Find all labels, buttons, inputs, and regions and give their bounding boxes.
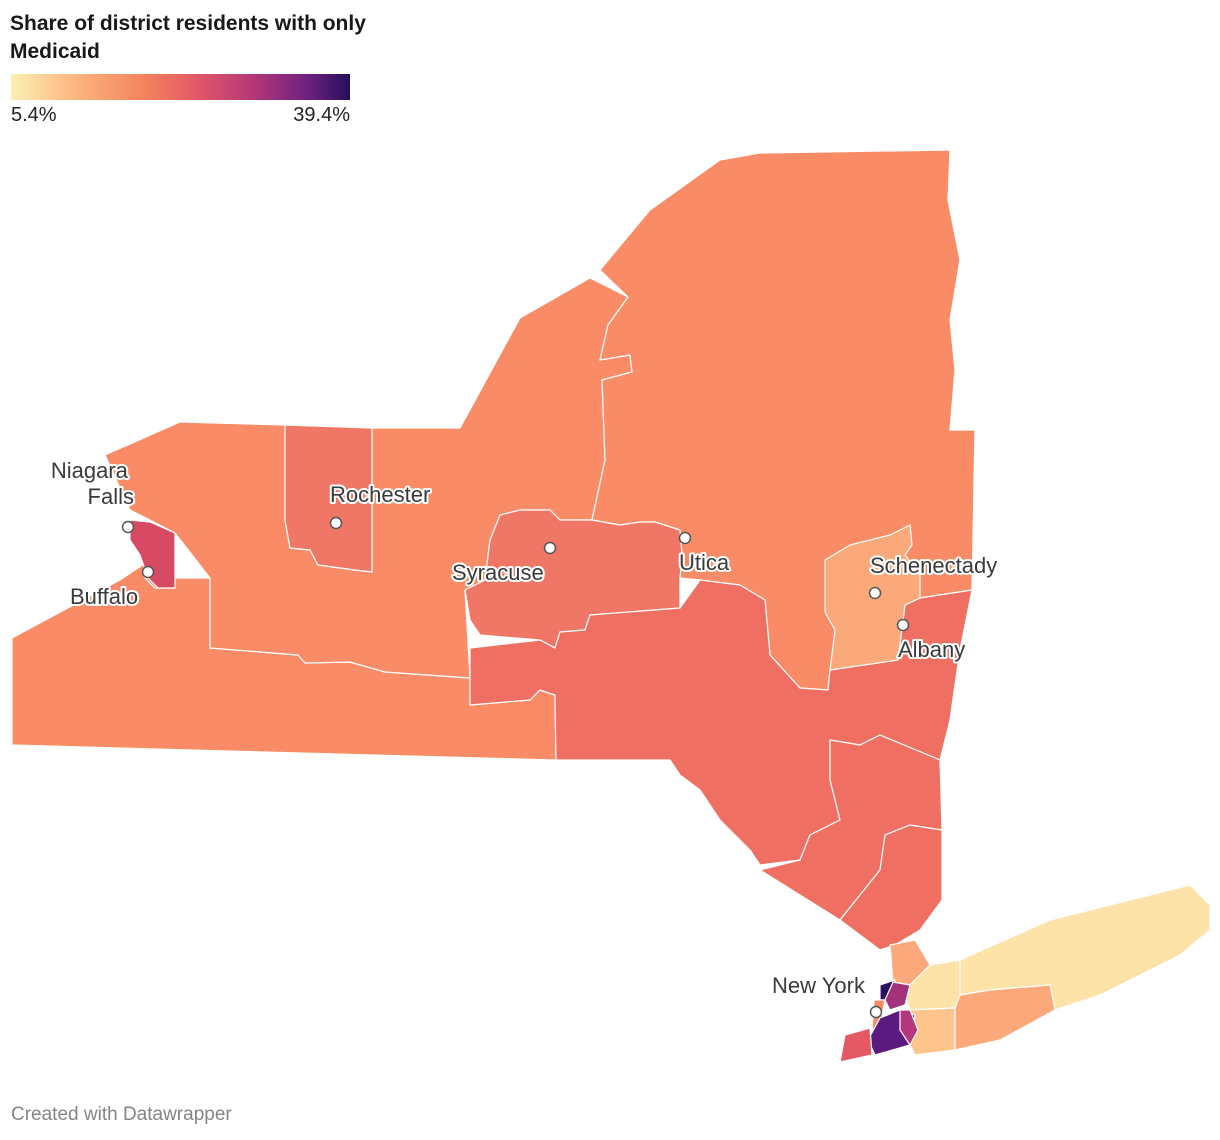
city-dot-schenectady xyxy=(868,586,882,600)
map-title: Share of district residents with only Me… xyxy=(10,12,366,63)
city-label-albany: Albany xyxy=(898,637,965,662)
district-lower-hudson[interactable] xyxy=(839,824,943,951)
datawrapper-credit[interactable]: Created with Datawrapper xyxy=(11,1104,232,1125)
legend-max-label: 39.4% xyxy=(293,104,350,126)
color-scale-legend xyxy=(11,74,350,100)
city-markers: Niagara Falls Buffalo Rochester Syracuse… xyxy=(49,456,999,1019)
city-dot-new-york xyxy=(869,1005,883,1019)
district-queens-north[interactable] xyxy=(884,981,911,1011)
district-rochester[interactable] xyxy=(284,424,373,573)
city-label-niagara-falls: Niagara Falls xyxy=(51,458,134,509)
city-label-rochester: Rochester xyxy=(330,482,430,507)
city-label-schenectady: Schenectady xyxy=(870,553,997,578)
city-label-utica: Utica xyxy=(679,550,730,575)
city-dot-syracuse xyxy=(543,541,557,555)
city-dot-utica xyxy=(678,531,692,545)
district-southern-tier[interactable] xyxy=(469,579,973,866)
legend-gradient xyxy=(11,74,350,100)
legend-min-label: 5.4% xyxy=(11,104,57,126)
city-label-buffalo: Buffalo xyxy=(70,584,138,609)
city-dot-albany xyxy=(896,618,910,632)
district-buffalo[interactable] xyxy=(129,519,176,589)
city-dot-rochester xyxy=(329,516,343,530)
city-dot-buffalo xyxy=(141,565,155,579)
district-staten-island[interactable] xyxy=(839,1027,873,1063)
district-long-island-south[interactable] xyxy=(954,984,1056,1051)
city-dot-niagara-falls xyxy=(121,520,135,534)
district-queens-south[interactable] xyxy=(899,1009,919,1046)
city-label-new-york: New York xyxy=(772,973,866,998)
city-label-syracuse: Syracuse xyxy=(452,560,544,585)
